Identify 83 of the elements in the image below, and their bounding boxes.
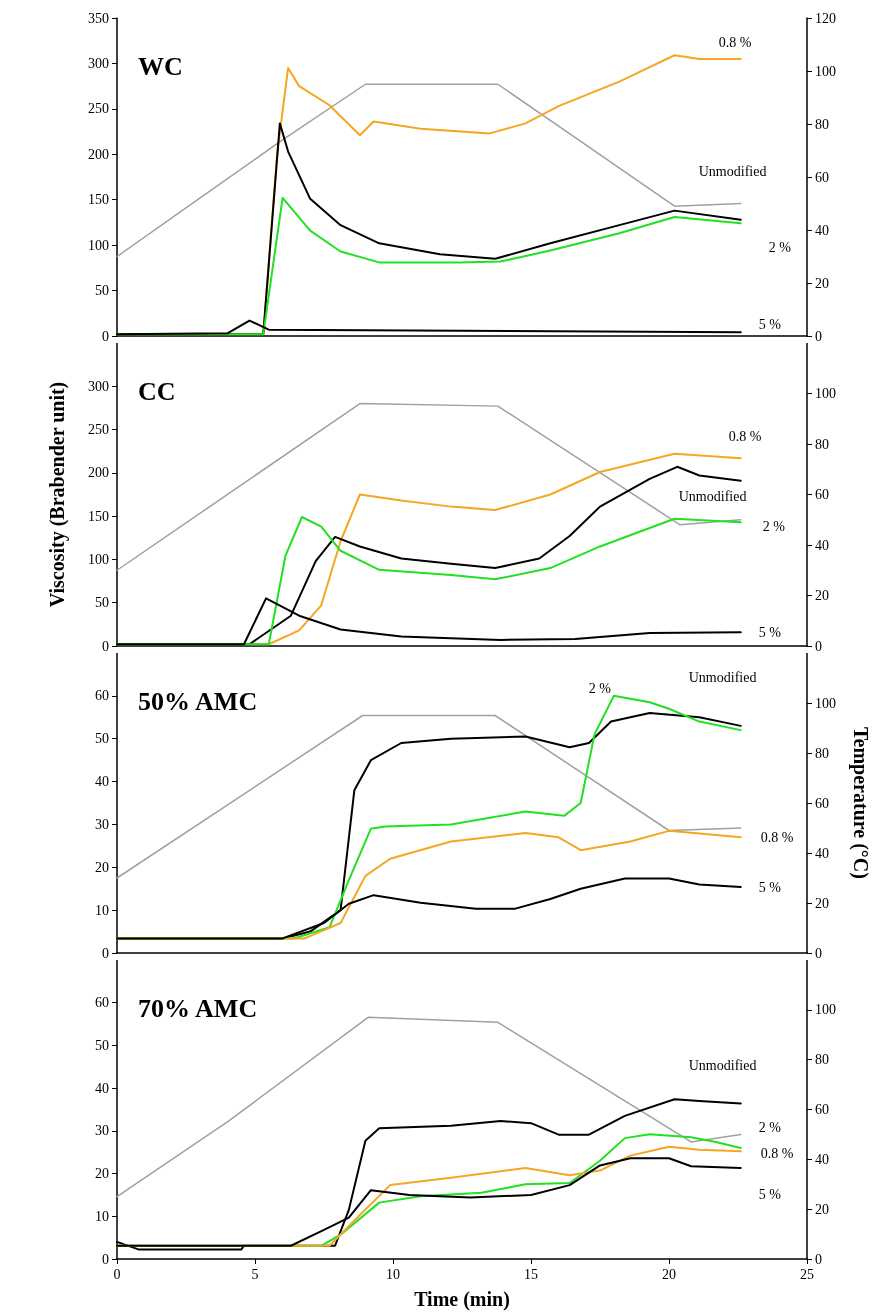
- y-tick-label: 150: [88, 508, 109, 524]
- y2-tick-label: 40: [815, 537, 829, 553]
- series-label: 0.8 %: [760, 829, 794, 845]
- y2-tick-label: 60: [815, 795, 829, 811]
- y2-tick-label: 100: [815, 695, 836, 711]
- y-axis-title: Viscosity (Brabender unit): [46, 381, 69, 608]
- series-label: 2 %: [762, 518, 786, 534]
- y-tick-label: 350: [88, 10, 109, 26]
- y-tick-label: 20: [95, 859, 109, 875]
- y2-tick-label: 80: [815, 1052, 829, 1068]
- y-tick-label: 50: [95, 595, 109, 611]
- series-label: Unmodified: [678, 489, 747, 505]
- y2-tick-label: 80: [815, 745, 829, 761]
- y2-tick-label: 20: [815, 895, 829, 911]
- y-tick-label: 20: [95, 1166, 109, 1182]
- y-tick-label: 0: [102, 328, 109, 344]
- x-tick-label: 0: [113, 1266, 121, 1282]
- x-tick-label: 25: [800, 1266, 814, 1282]
- y-tick-label: 150: [88, 192, 109, 208]
- y-tick-label: 30: [95, 1123, 109, 1139]
- x-tick-label: 10: [386, 1266, 400, 1282]
- y2-tick-label: 100: [815, 63, 836, 79]
- y2-tick-label: 100: [815, 386, 836, 401]
- x-axis-title: Time (min): [414, 1288, 510, 1311]
- text: CC: [138, 376, 176, 406]
- y-tick-label: 0: [102, 638, 109, 654]
- text: 70% AMC: [138, 993, 258, 1023]
- y-tick-label: 300: [88, 378, 109, 394]
- y-tick-label: 40: [95, 774, 109, 790]
- y-tick-label: 250: [88, 422, 109, 438]
- y-tick-label: 50: [95, 283, 109, 299]
- series-label: 0.8 %: [718, 35, 752, 51]
- series-label: 2 %: [588, 680, 612, 696]
- y-tick-label: 0: [102, 1251, 109, 1267]
- y2-tick-label: 120: [815, 10, 836, 26]
- y-tick-label: 300: [88, 55, 109, 71]
- y2-tick-label: 80: [815, 436, 829, 452]
- series-label: 0.8 %: [728, 428, 762, 444]
- y2-tick-label: 80: [815, 116, 829, 132]
- x-tick-label: 5: [251, 1266, 259, 1282]
- x-tick-label: 15: [524, 1266, 538, 1282]
- y2-tick-label: 60: [815, 1102, 829, 1117]
- y-tick-label: 200: [88, 465, 109, 481]
- y-tick-label: 50: [95, 731, 109, 747]
- y2-tick-label: 40: [815, 845, 829, 861]
- series-label: 0.8 %: [760, 1145, 794, 1161]
- y-tick-label: 0: [102, 945, 109, 961]
- y-tick-label: 60: [95, 688, 109, 704]
- y2-tick-label: 20: [815, 1201, 829, 1217]
- y2-tick-label: 0: [815, 1251, 822, 1267]
- y2-tick-label: 60: [815, 169, 829, 185]
- series-label: 5 %: [758, 624, 782, 640]
- y2-tick-label: 40: [815, 1151, 829, 1167]
- text: 2 %: [768, 239, 792, 255]
- y2-tick-label: 20: [815, 588, 829, 603]
- series-label: Unmodified: [688, 1058, 757, 1074]
- series-label: 5 %: [758, 316, 782, 332]
- y2-tick-label: 0: [815, 328, 822, 344]
- y-tick-label: 50: [95, 1037, 109, 1053]
- series-label: 5 %: [758, 1186, 782, 1202]
- y2-axis-title: Temperature (°C): [849, 727, 872, 879]
- y-tick-label: 100: [88, 237, 109, 253]
- y2-tick-label: 20: [815, 275, 829, 291]
- y2-tick-label: 40: [815, 222, 829, 238]
- y2-tick-label: 0: [815, 638, 822, 654]
- y-tick-label: 60: [95, 995, 109, 1011]
- y-tick-label: 100: [88, 551, 109, 567]
- series-label: 2 %: [758, 1120, 782, 1136]
- text: WC: [138, 51, 183, 81]
- y2-tick-label: 100: [815, 1002, 836, 1018]
- text: Unmodified: [698, 164, 767, 180]
- y2-tick-label: 0: [815, 945, 822, 961]
- y-tick-label: 200: [88, 146, 109, 162]
- text: Unmodified: [688, 670, 757, 686]
- y2-tick-label: 60: [815, 487, 829, 502]
- text: 50% AMC: [138, 686, 258, 716]
- y-tick-label: 30: [95, 816, 109, 832]
- y-tick-label: 10: [95, 1208, 109, 1224]
- y-tick-label: 250: [88, 101, 109, 117]
- series-label: 5 %: [758, 879, 782, 895]
- y-tick-label: 10: [95, 902, 109, 918]
- x-tick-label: 20: [662, 1266, 676, 1282]
- y-tick-label: 40: [95, 1080, 109, 1096]
